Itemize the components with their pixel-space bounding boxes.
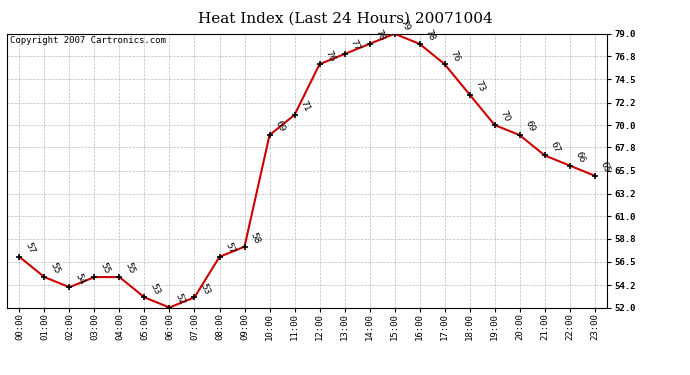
Text: 57: 57 — [224, 241, 237, 255]
Text: 67: 67 — [549, 140, 562, 154]
Text: 73: 73 — [474, 79, 487, 93]
Text: Heat Index (Last 24 Hours) 20071004: Heat Index (Last 24 Hours) 20071004 — [197, 11, 493, 25]
Text: 55: 55 — [48, 261, 61, 276]
Text: 55: 55 — [124, 261, 137, 276]
Text: 53: 53 — [148, 282, 161, 296]
Text: 52: 52 — [174, 292, 186, 306]
Text: 66: 66 — [574, 150, 587, 164]
Text: 76: 76 — [324, 48, 337, 63]
Text: 70: 70 — [499, 110, 512, 124]
Text: 77: 77 — [348, 38, 362, 53]
Text: 78: 78 — [424, 28, 437, 42]
Text: 69: 69 — [274, 120, 287, 134]
Text: 58: 58 — [248, 231, 262, 245]
Text: 76: 76 — [448, 48, 462, 63]
Text: 53: 53 — [199, 282, 212, 296]
Text: 69: 69 — [524, 120, 537, 134]
Text: 55: 55 — [99, 261, 112, 276]
Text: 65: 65 — [599, 160, 612, 174]
Text: 78: 78 — [374, 28, 387, 42]
Text: 79: 79 — [399, 18, 412, 32]
Text: 57: 57 — [23, 241, 37, 255]
Text: 54: 54 — [74, 272, 86, 286]
Text: 71: 71 — [299, 99, 312, 114]
Text: Copyright 2007 Cartronics.com: Copyright 2007 Cartronics.com — [10, 36, 166, 45]
